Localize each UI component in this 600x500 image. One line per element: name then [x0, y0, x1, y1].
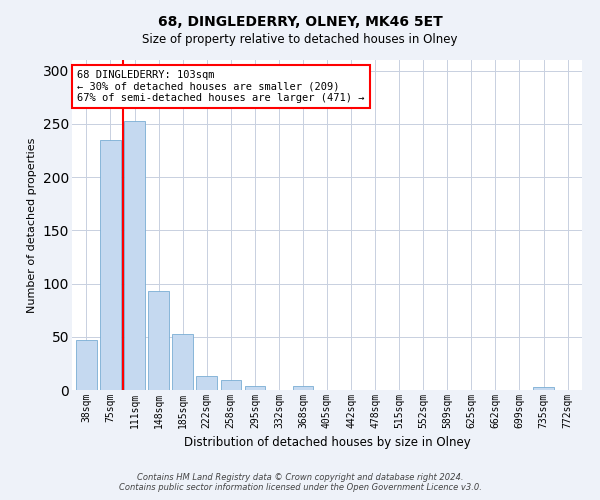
Bar: [293, 386, 313, 390]
Text: 68 DINGLEDERRY: 103sqm
← 30% of detached houses are smaller (209)
67% of semi-de: 68 DINGLEDERRY: 103sqm ← 30% of detached…: [77, 70, 365, 103]
Bar: [533, 387, 554, 390]
Text: Size of property relative to detached houses in Olney: Size of property relative to detached ho…: [142, 32, 458, 46]
Bar: [148, 291, 169, 390]
Bar: [196, 376, 217, 390]
Bar: [221, 380, 241, 390]
Bar: [124, 120, 145, 390]
Text: Contains HM Land Registry data © Crown copyright and database right 2024.
Contai: Contains HM Land Registry data © Crown c…: [119, 473, 481, 492]
Bar: [76, 340, 97, 390]
Y-axis label: Number of detached properties: Number of detached properties: [27, 138, 37, 312]
Bar: [172, 334, 193, 390]
Text: 68, DINGLEDERRY, OLNEY, MK46 5ET: 68, DINGLEDERRY, OLNEY, MK46 5ET: [158, 15, 442, 29]
Bar: [245, 386, 265, 390]
X-axis label: Distribution of detached houses by size in Olney: Distribution of detached houses by size …: [184, 436, 470, 450]
Bar: [100, 140, 121, 390]
